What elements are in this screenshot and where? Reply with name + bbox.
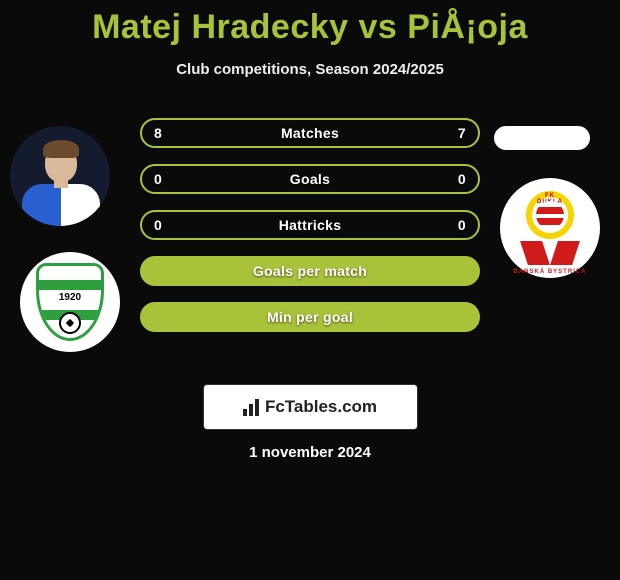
stat-bar: Matches 8 7 [140,118,480,148]
page-subtitle: Club competitions, Season 2024/2025 [0,61,620,78]
right-player-photo-placeholder [494,126,590,150]
stat-label: Min per goal [267,309,353,325]
right-crest-city: BANSKÁ BYSTRICA [508,269,592,275]
bar-chart-icon [243,398,259,416]
stat-label: Matches [281,125,339,141]
comparison-date: 1 november 2024 [0,444,620,461]
stat-label: Hattricks [279,217,342,233]
stat-bar: Hattricks 0 0 [140,210,480,240]
stat-bar: Min per goal [140,302,480,332]
stat-label: Goals [290,171,330,187]
stat-right-value: 0 [458,217,466,233]
stat-left-value: 0 [154,171,162,187]
stat-label: Goals per match [253,263,367,279]
left-crest-year: 1920 [39,292,101,303]
stat-bars: Matches 8 7 Goals 0 0 Hattricks 0 0 Goals per mat… [140,118,480,348]
stat-left-value: 8 [154,125,162,141]
left-club-crest: 1920 [20,252,120,352]
stat-right-value: 7 [458,125,466,141]
stat-bar: Goals 0 0 [140,164,480,194]
branding-box[interactable]: FcTables.com [203,384,418,430]
stat-bar: Goals per match [140,256,480,286]
stat-left-value: 0 [154,217,162,233]
right-club-crest: FK DUKLA BANSKÁ BYSTRICA [500,178,600,278]
left-player-photo [10,126,110,226]
page-title: Matej Hradecky vs PiÅ¡oja [0,0,620,47]
stat-right-value: 0 [458,171,466,187]
branding-text: FcTables.com [265,397,377,417]
